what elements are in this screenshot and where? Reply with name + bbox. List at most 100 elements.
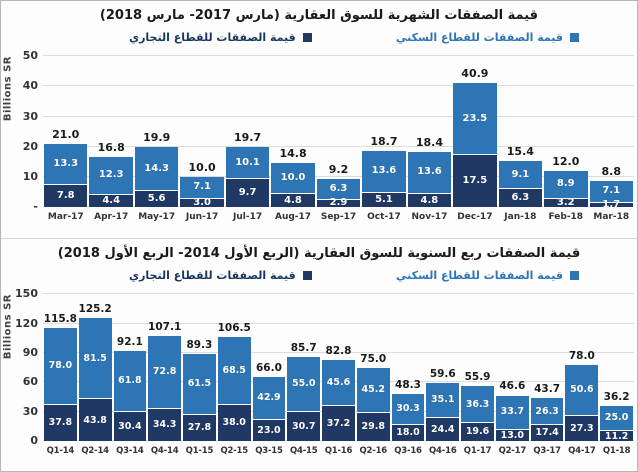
segment-value-label: 7.1 xyxy=(193,181,211,193)
residential-segment: 81.5 xyxy=(78,318,112,399)
segment-value-label: 61.8 xyxy=(118,375,142,387)
segment-value-label: 36.3 xyxy=(465,398,490,410)
x-axis-label: Q4-16 xyxy=(429,446,457,457)
bar-column: 13.6 5.1 18.7 Oct-17 xyxy=(361,56,406,222)
quarterly-chart-title: قيمة الصفقات ربع السنوية للسوق العقارية … xyxy=(57,246,581,261)
commercial-segment: 17.5 xyxy=(453,154,497,208)
x-axis-label: Feb-18 xyxy=(548,212,584,223)
y-axis-tick: 20 xyxy=(22,139,38,153)
x-axis-label: Nov-17 xyxy=(411,212,448,223)
segment-value-label: 37.2 xyxy=(326,417,351,429)
residential-segment: 10.0 xyxy=(271,162,315,193)
legend-label-commercial: قيمة الصفقات للقطاع التجاري xyxy=(129,268,296,282)
y-axis-title: Billions SR xyxy=(2,56,14,122)
commercial-segment: 27.3 xyxy=(565,414,599,442)
x-axis-label: Q2-15 xyxy=(220,446,248,457)
bar-total-label: 115.8 xyxy=(43,312,77,325)
segment-value-label: 13.6 xyxy=(371,165,397,177)
bar-column: 10.0 4.8 14.8 Aug-17 xyxy=(270,56,315,222)
bar-column: 7.1 1.7 8.8 Mar-18 xyxy=(589,56,634,222)
stacked-bar: 45.6 37.2 xyxy=(322,360,355,442)
bar-total-label: 10.0 xyxy=(188,160,216,174)
segment-value-label: 3.0 xyxy=(193,197,211,209)
commercial-segment: 5.1 xyxy=(362,191,406,208)
commercial-segment: 23.0 xyxy=(252,418,286,442)
commercial-segment: 30.4 xyxy=(113,411,147,442)
stacked-bar: 10.1 9.7 xyxy=(225,147,270,208)
stacked-bar: 14.3 5.6 xyxy=(134,147,179,208)
residential-swatch-icon xyxy=(570,270,579,280)
x-axis-label: Q4-14 xyxy=(150,446,179,457)
x-axis-label: Jan-18 xyxy=(504,212,537,223)
bar-total-label: 59.6 xyxy=(429,367,456,380)
bar-total-label: 18.4 xyxy=(415,135,443,149)
residential-segment: 35.1 xyxy=(426,382,460,418)
commercial-segment: 4.8 xyxy=(271,192,315,208)
commercial-segment: 3.0 xyxy=(180,197,224,209)
segment-value-label: 26.3 xyxy=(535,405,559,417)
bar-total-label: 78.0 xyxy=(568,349,595,362)
x-axis-label: Q2-14 xyxy=(81,446,109,457)
segment-value-label: 33.7 xyxy=(500,406,525,418)
legend-item-commercial: قيمة الصفقات للقطاع التجاري xyxy=(129,31,312,44)
segment-value-label: 18.0 xyxy=(396,427,420,439)
commercial-segment: 13.0 xyxy=(495,428,529,442)
bar-total-label: 66.0 xyxy=(255,361,282,374)
y-axis-tick: 90 xyxy=(22,346,38,360)
commercial-segment: 3.2 xyxy=(544,196,588,208)
stacked-bar: 68.5 38.0 xyxy=(217,336,251,442)
segment-value-label: 3.2 xyxy=(556,196,575,208)
residential-segment: 10.1 xyxy=(225,147,270,178)
commercial-segment: 38.0 xyxy=(217,404,251,442)
segment-value-label: 7.8 xyxy=(56,189,75,201)
legend-label-commercial: قيمة الصفقات للقطاع التجاري xyxy=(129,30,296,44)
x-axis-label: Q3-17 xyxy=(533,446,561,457)
stacked-bar: 72.8 34.3 xyxy=(148,336,182,442)
gridline xyxy=(43,322,634,324)
bar-column: 23.5 17.5 40.9 Dec-17 xyxy=(452,56,497,222)
stacked-bar: 25.0 11.2 xyxy=(600,405,633,442)
segment-value-label: 27.3 xyxy=(570,422,594,434)
segment-value-label: 30.3 xyxy=(396,403,420,415)
monthly-chart-legend: قيمة الصفقات للقطاع التجاري قيمة الصفقات… xyxy=(1,24,637,46)
y-axis-tick: 30 xyxy=(22,109,38,123)
segment-value-label: 7.1 xyxy=(602,185,621,197)
commercial-segment: 1.7 xyxy=(589,200,633,210)
residential-segment: 6.3 xyxy=(316,179,361,199)
stacked-bar: 30.3 18.0 xyxy=(391,393,425,442)
stacked-bar: 7.1 3.0 xyxy=(180,176,224,209)
segment-value-label: 19.6 xyxy=(465,426,490,438)
bar-total-label: 40.9 xyxy=(461,67,489,81)
segment-value-label: 81.5 xyxy=(83,352,107,364)
stacked-bar: 35.1 24.4 xyxy=(426,382,460,442)
segment-value-label: 43.8 xyxy=(83,414,107,426)
x-axis-label: Oct-17 xyxy=(367,212,401,223)
stacked-bar: 6.3 2.9 xyxy=(316,179,361,208)
residential-segment: 13.6 xyxy=(362,150,406,192)
segment-value-label: 50.6 xyxy=(570,383,594,395)
bar-column: 78.0 37.8 115.8 Q1-14 xyxy=(43,294,78,456)
bar-column: 13.6 4.8 18.4 Nov-17 xyxy=(407,56,452,222)
bar-column: 9.1 6.3 15.4 Jan-18 xyxy=(498,56,543,222)
y-axis-ticks: 150 120 90 60 30 0 xyxy=(15,287,43,447)
bar-total-label: 9.2 xyxy=(328,163,349,177)
bar-column: 25.0 11.2 36.2 Q1-18 xyxy=(599,294,634,456)
bar-total-label: 14.8 xyxy=(279,146,307,160)
x-axis-label: Q1-14 xyxy=(46,446,75,457)
residential-segment: 45.2 xyxy=(356,367,390,413)
bar-column: 14.3 5.6 19.9 May-17 xyxy=(134,56,179,222)
segment-value-label: 68.5 xyxy=(222,364,246,376)
plot-area: 78.0 37.8 115.8 Q1-14 81.5 43.8 125.2 Q2-14 61.8… xyxy=(43,293,634,456)
bar-column: 33.7 13.0 46.6 Q2-17 xyxy=(495,294,530,456)
segment-value-label: 14.3 xyxy=(144,162,169,174)
bar-total-label: 55.9 xyxy=(464,371,491,384)
x-axis-label: Q2-16 xyxy=(359,446,388,457)
bar-total-label: 43.7 xyxy=(534,383,561,396)
residential-segment: 78.0 xyxy=(44,327,77,405)
gridline xyxy=(43,55,634,57)
segment-value-label: 45.6 xyxy=(326,376,351,388)
bar-column: 30.3 18.0 48.3 Q3-16 xyxy=(391,294,426,456)
segment-value-label: 4.4 xyxy=(102,195,121,207)
bar-total-label: 16.8 xyxy=(97,140,125,154)
